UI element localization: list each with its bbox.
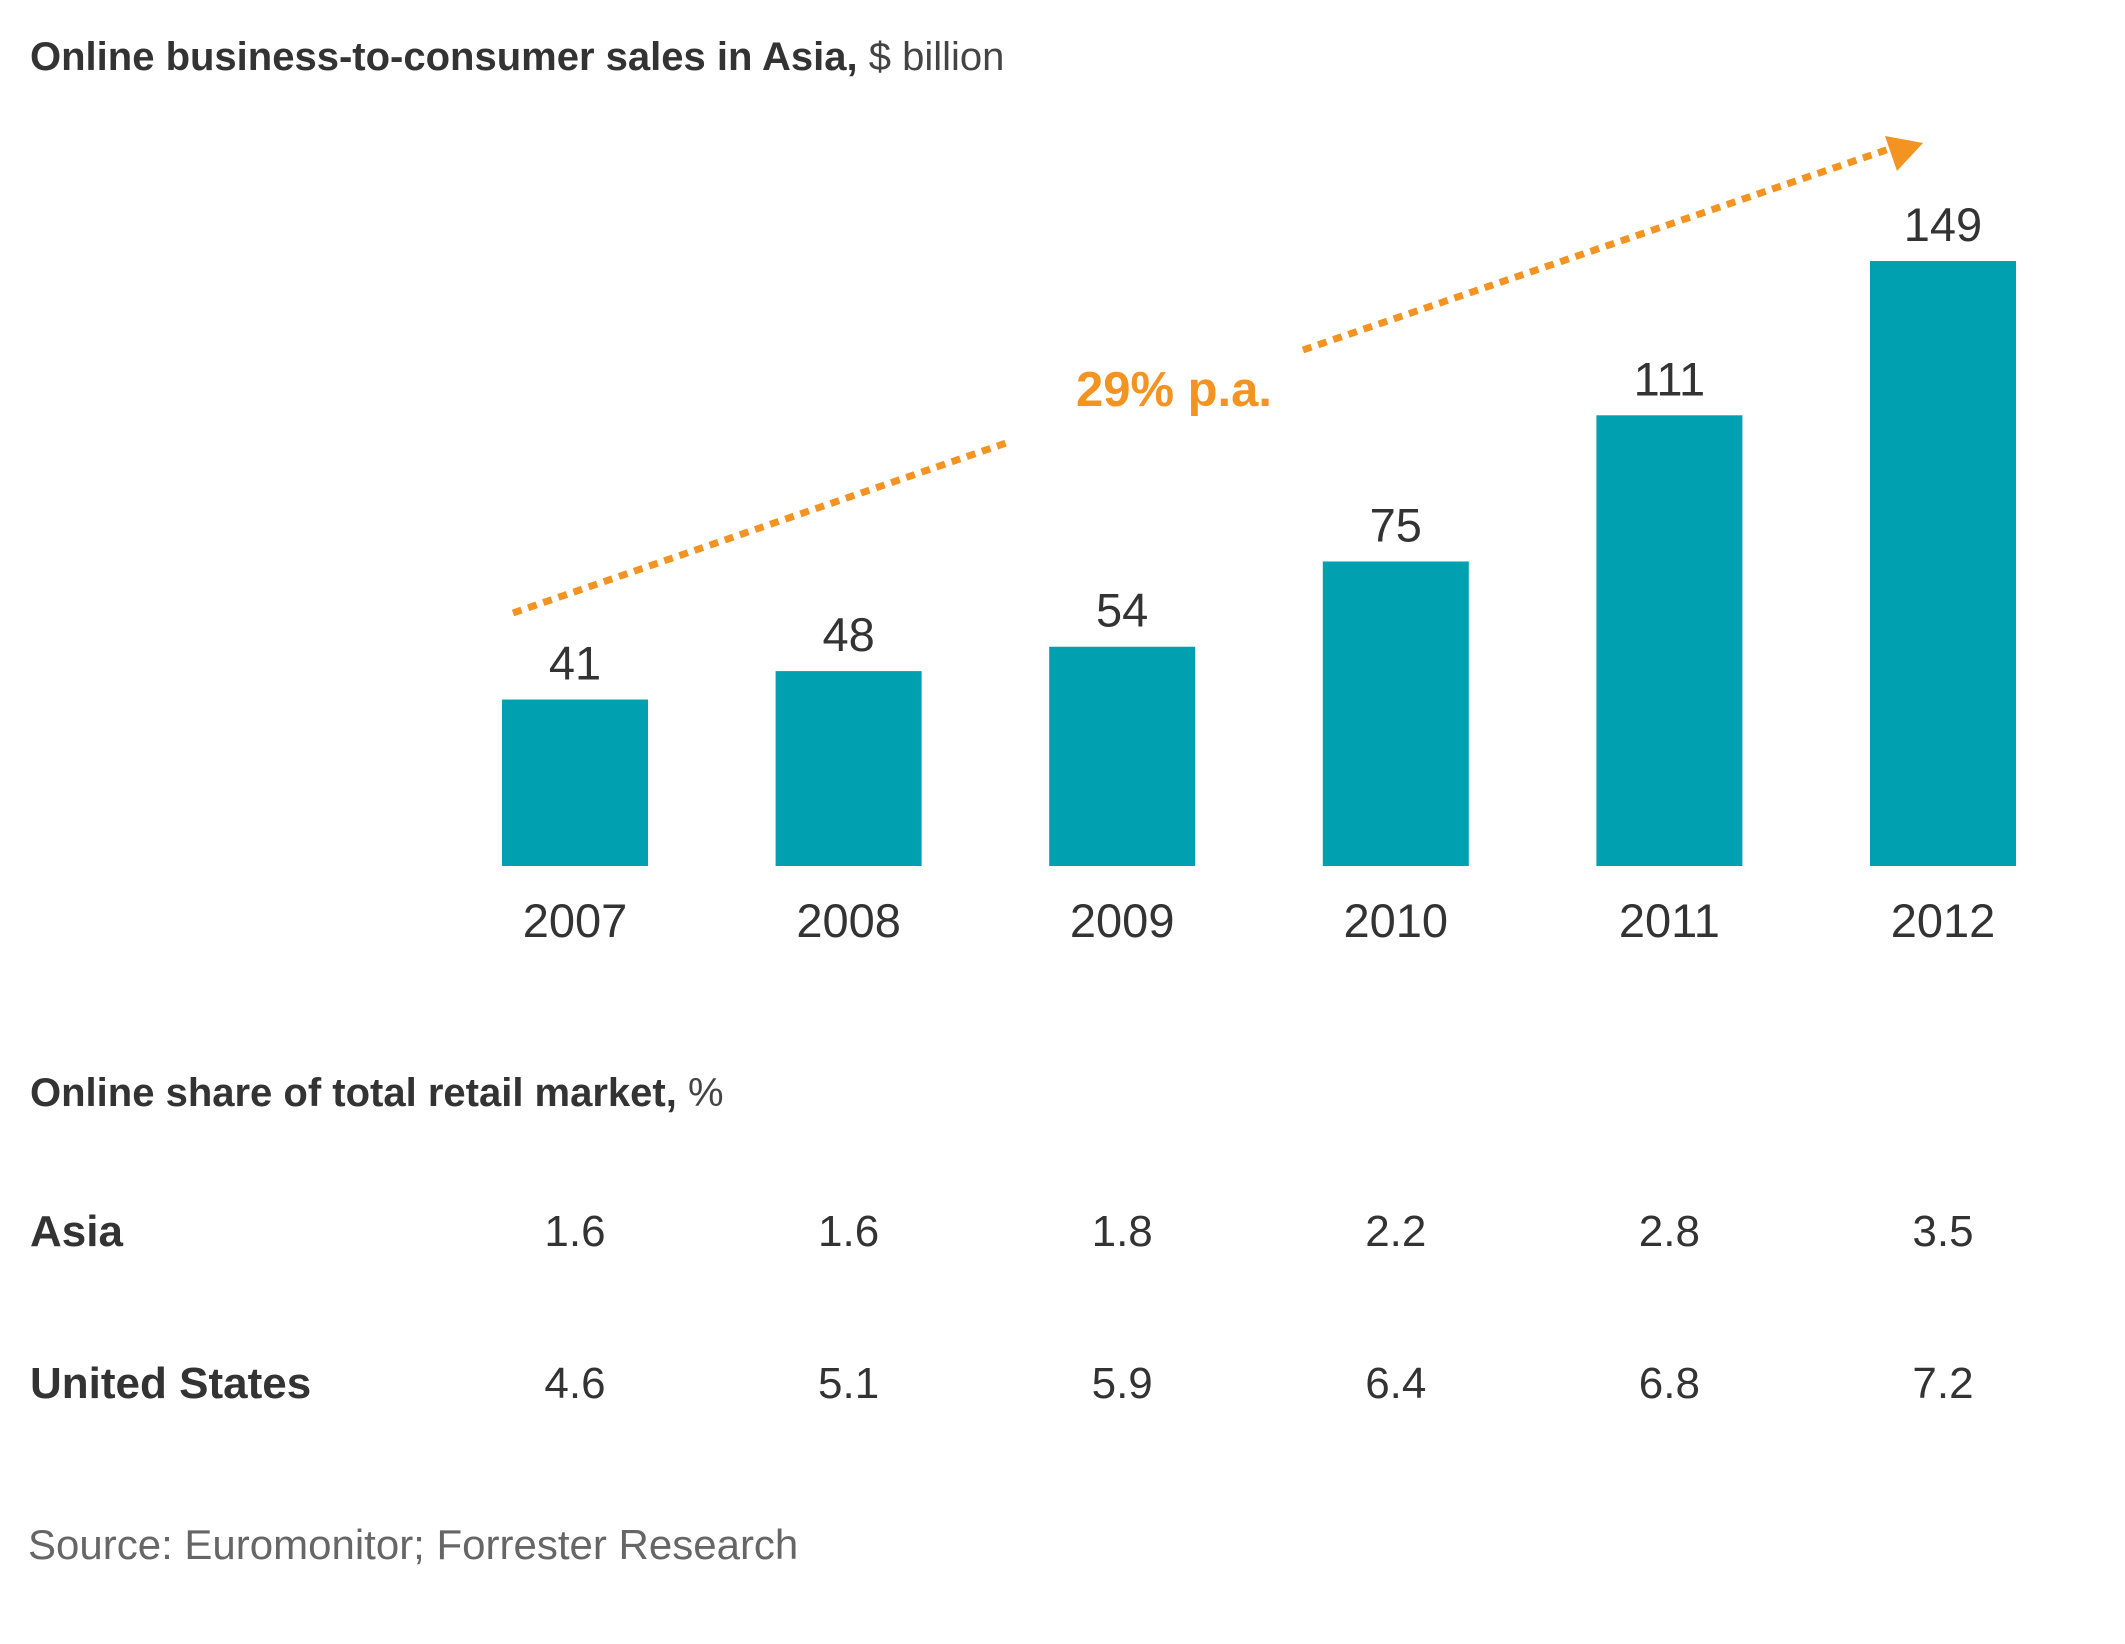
value-label: 41	[549, 637, 601, 690]
trend-line-segment	[1301, 144, 1894, 354]
trend-line-segment	[511, 437, 1014, 617]
table-title-text: Online share of total retail market,	[30, 1071, 677, 1115]
x-tick-label: 2010	[1344, 894, 1449, 947]
x-tick-label: 2008	[796, 894, 901, 947]
table-cell: 5.1	[818, 1359, 880, 1408]
bar-2011	[1596, 415, 1743, 866]
bar-2009	[1049, 646, 1196, 866]
source-note: Source: Euromonitor; Forrester Research	[28, 1521, 799, 1568]
table-title-unit: %	[676, 1071, 724, 1115]
trend-arrow: 29% p.a.	[511, 136, 1923, 617]
bar-2012	[1870, 261, 2016, 866]
bar-2007	[502, 699, 648, 866]
value-label: 54	[1096, 584, 1148, 637]
row-label: United States	[30, 1359, 312, 1408]
chart-title-unit: $ billion	[857, 35, 1005, 79]
value-label: 149	[1904, 198, 1982, 251]
table-cell: 7.2	[1912, 1359, 1974, 1408]
growth-rate-label: 29% p.a.	[1076, 363, 1272, 417]
table-cell: 1.6	[818, 1207, 880, 1256]
table-cell: 1.6	[544, 1207, 606, 1256]
table-title: Online share of total retail market, %	[30, 1070, 724, 1116]
table-cell: 2.2	[1365, 1207, 1427, 1256]
arrow-head-icon	[1885, 136, 1923, 171]
x-tick-label: 2011	[1619, 894, 1720, 947]
value-label: 48	[822, 608, 874, 661]
table-cell: 6.4	[1365, 1359, 1427, 1408]
table-cell: 4.6	[544, 1359, 606, 1408]
table-cell: 3.5	[1912, 1207, 1974, 1256]
table-cell: 6.8	[1638, 1359, 1700, 1408]
bar-2008	[775, 671, 922, 866]
x-tick-label: 2007	[523, 894, 628, 947]
value-label: 111	[1634, 352, 1705, 405]
value-label: 75	[1370, 498, 1422, 551]
bars-group	[502, 261, 2016, 866]
chart-title: Online business-to-consumer sales in Asi…	[30, 34, 1004, 80]
table-cell: 5.9	[1091, 1359, 1153, 1408]
x-tick-label: 2012	[1891, 894, 1996, 947]
chart-title-text: Online business-to-consumer sales in Asi…	[30, 35, 858, 79]
table-cell: 2.8	[1638, 1207, 1700, 1256]
bar-2010	[1322, 561, 1469, 866]
x-axis-labels-group: 2007 2008 2009 2010 2011 2012	[523, 894, 1996, 947]
value-labels-group: 41 48 54 75 111 149	[549, 198, 1982, 690]
row-label: Asia	[30, 1207, 123, 1256]
x-tick-label: 2009	[1070, 894, 1175, 947]
table-cell: 1.8	[1091, 1207, 1153, 1256]
